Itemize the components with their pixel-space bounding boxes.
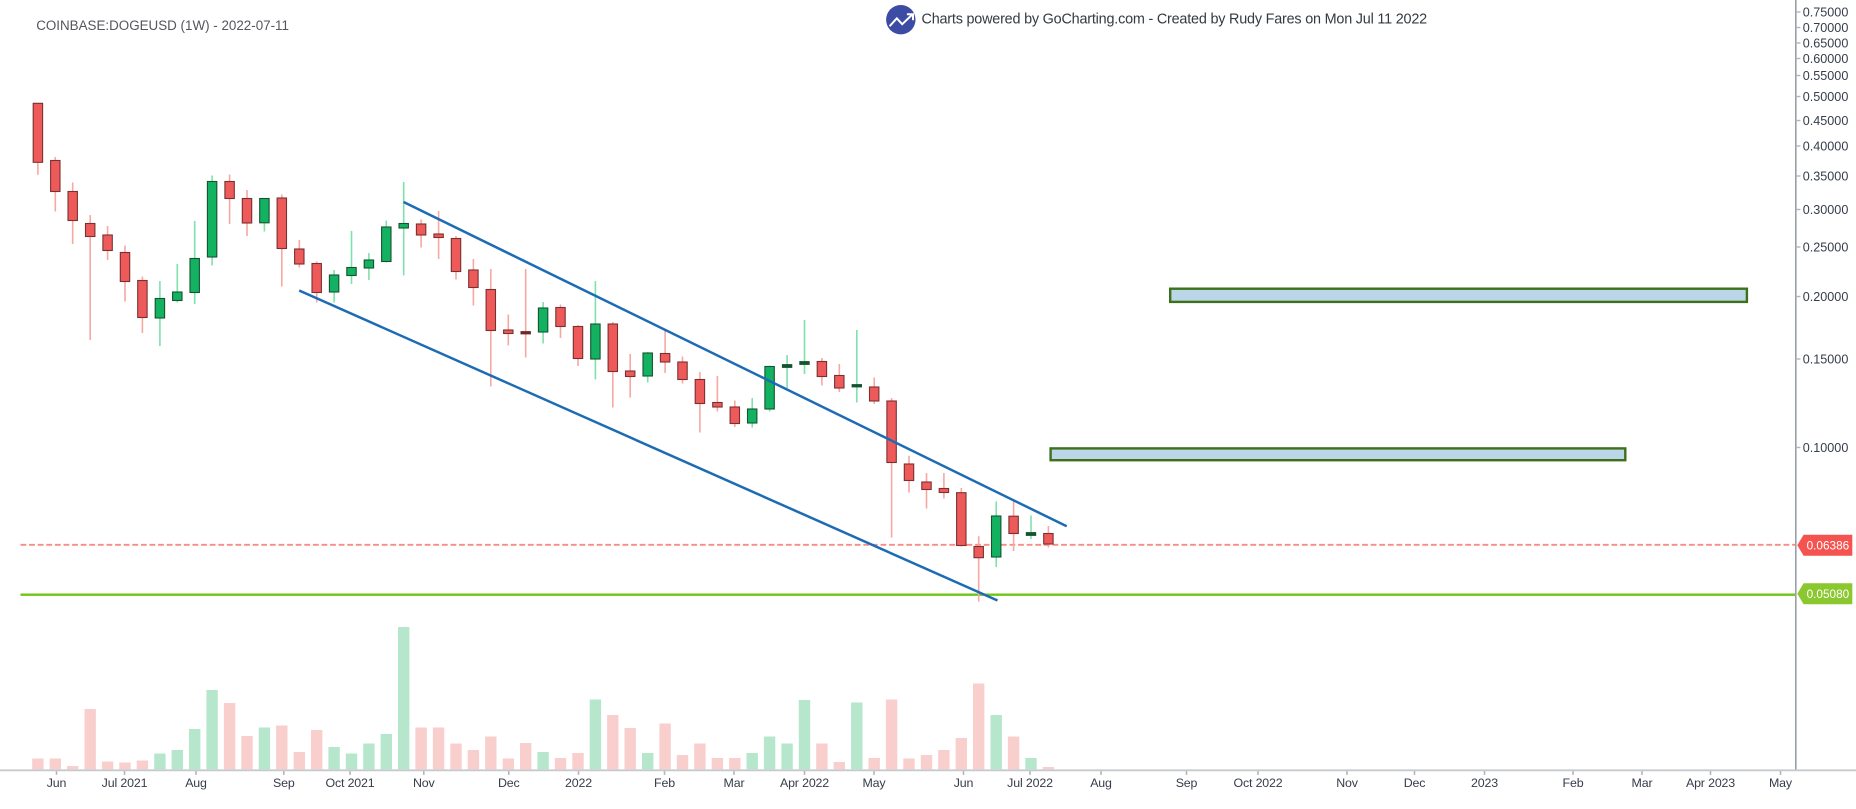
svg-text:2023: 2023 xyxy=(1471,776,1498,790)
svg-text:0.65000: 0.65000 xyxy=(1803,37,1849,51)
svg-text:Jun: Jun xyxy=(47,776,67,790)
svg-text:Apr 2022: Apr 2022 xyxy=(780,776,829,790)
svg-text:Nov: Nov xyxy=(413,776,436,790)
svg-text:0.45000: 0.45000 xyxy=(1803,114,1849,128)
svg-text:Oct 2021: Oct 2021 xyxy=(325,776,374,790)
svg-text:Mar: Mar xyxy=(1632,776,1653,790)
svg-text:0.75000: 0.75000 xyxy=(1803,6,1849,20)
svg-text:0.15000: 0.15000 xyxy=(1803,353,1849,367)
svg-text:0.40000: 0.40000 xyxy=(1803,140,1849,154)
svg-text:0.06386: 0.06386 xyxy=(1807,539,1850,553)
svg-text:0.10000: 0.10000 xyxy=(1803,441,1849,455)
svg-text:Sep: Sep xyxy=(1176,776,1198,790)
svg-text:Jul 2022: Jul 2022 xyxy=(1007,776,1053,790)
svg-text:Feb: Feb xyxy=(654,776,675,790)
svg-text:Dec: Dec xyxy=(498,776,520,790)
svg-text:Mar: Mar xyxy=(724,776,745,790)
svg-text:0.25000: 0.25000 xyxy=(1803,241,1849,255)
svg-text:May: May xyxy=(1769,776,1793,790)
svg-text:Nov: Nov xyxy=(1336,776,1359,790)
svg-text:Apr 2023: Apr 2023 xyxy=(1686,776,1735,790)
svg-text:0.50000: 0.50000 xyxy=(1803,90,1849,104)
svg-text:0.30000: 0.30000 xyxy=(1803,203,1849,217)
svg-text:May: May xyxy=(863,776,887,790)
svg-text:0.55000: 0.55000 xyxy=(1803,69,1849,83)
svg-text:0.35000: 0.35000 xyxy=(1803,170,1849,184)
svg-text:Dec: Dec xyxy=(1404,776,1426,790)
svg-text:Oct 2022: Oct 2022 xyxy=(1233,776,1282,790)
svg-text:0.60000: 0.60000 xyxy=(1803,52,1849,66)
svg-text:COINBASE:DOGEUSD (1W) - 2022-0: COINBASE:DOGEUSD (1W) - 2022-07-11 xyxy=(36,18,289,33)
svg-text:0.70000: 0.70000 xyxy=(1803,21,1849,35)
svg-text:0.05080: 0.05080 xyxy=(1807,587,1850,601)
svg-text:Jun: Jun xyxy=(954,776,974,790)
svg-text:0.20000: 0.20000 xyxy=(1803,290,1849,304)
svg-text:2022: 2022 xyxy=(565,776,592,790)
svg-text:Feb: Feb xyxy=(1563,776,1584,790)
svg-text:Aug: Aug xyxy=(1090,776,1112,790)
svg-text:Charts powered by GoCharting.c: Charts powered by GoCharting.com - Creat… xyxy=(922,11,1428,27)
svg-text:Sep: Sep xyxy=(273,776,295,790)
svg-text:Jul 2021: Jul 2021 xyxy=(102,776,148,790)
svg-text:Aug: Aug xyxy=(185,776,207,790)
